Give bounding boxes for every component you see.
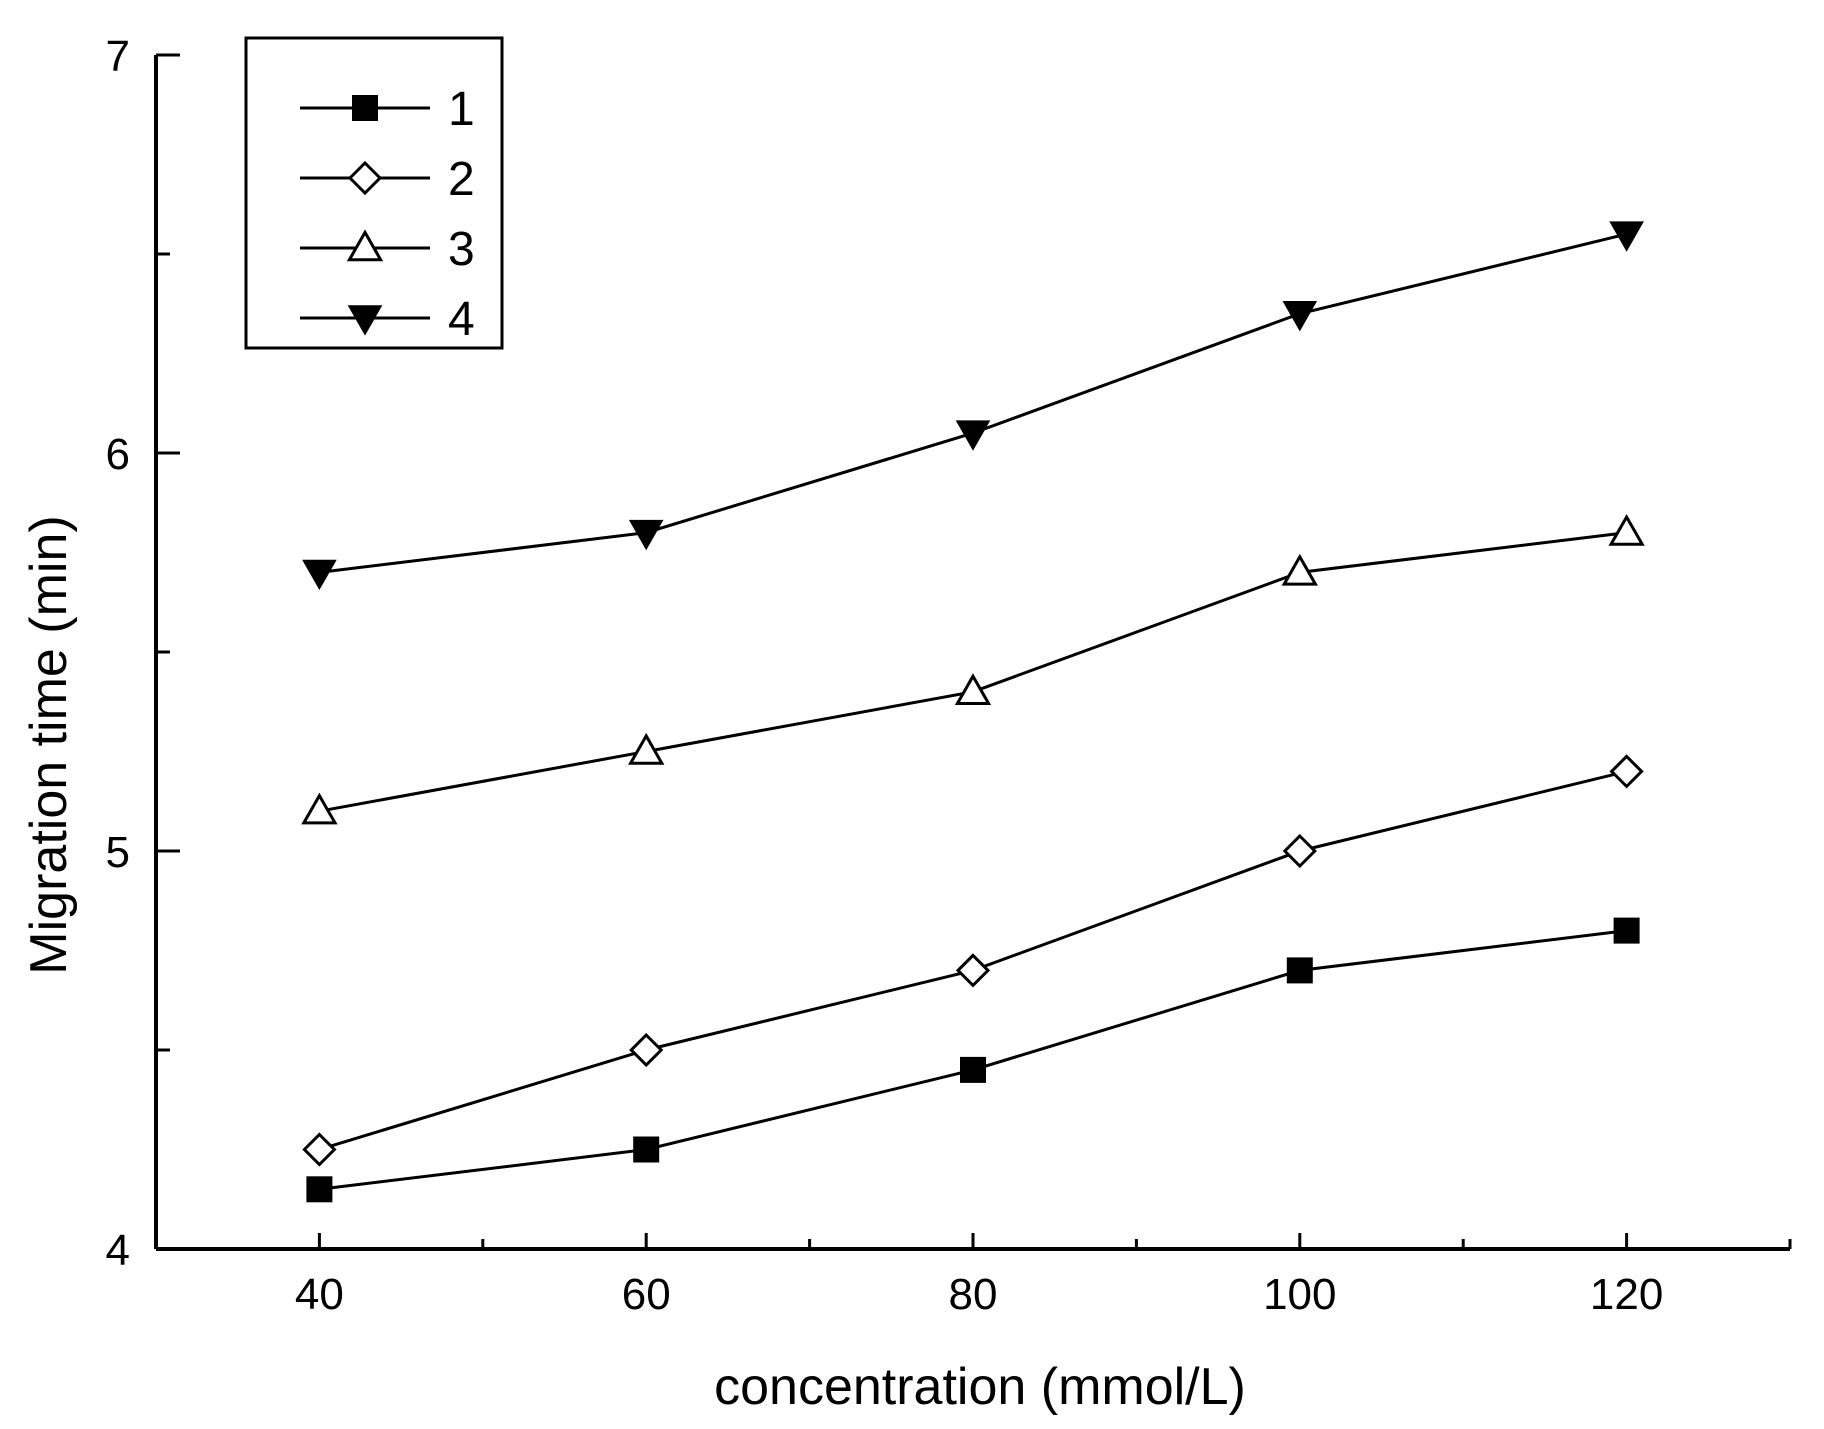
x-tick-label: 100 — [1263, 1270, 1336, 1319]
legend-label: 3 — [448, 223, 475, 276]
legend-label: 4 — [448, 293, 475, 346]
legend-label: 1 — [448, 83, 475, 136]
data-point — [1282, 833, 1317, 869]
data-point — [352, 95, 378, 121]
series-line — [319, 232, 1627, 574]
data-point — [347, 305, 383, 336]
legend-item-4: 4 — [300, 293, 475, 346]
legend-item-2: 2 — [300, 153, 475, 206]
data-point — [1286, 957, 1313, 984]
data-point — [1281, 553, 1318, 586]
data-point — [301, 792, 338, 825]
legend: 1 2 3 4 — [244, 36, 504, 350]
x-tick-label: 40 — [295, 1270, 344, 1319]
x-axis-title: concentration (mmol/L) — [714, 1358, 1246, 1416]
y-tick-label: 5 — [106, 828, 130, 877]
data-point — [302, 1132, 337, 1167]
data-point — [628, 519, 664, 551]
legend-label: 2 — [448, 153, 475, 206]
series-1 — [306, 917, 1640, 1203]
data-point — [1613, 917, 1640, 944]
data-point — [1282, 301, 1318, 332]
data-point — [306, 1176, 333, 1203]
y-tick-label: 4 — [106, 1226, 130, 1275]
y-tick-label: 6 — [106, 430, 130, 479]
data-point — [1609, 221, 1644, 252]
data-point — [1609, 754, 1644, 789]
x-tick-label: 80 — [949, 1270, 998, 1319]
series-layer — [301, 221, 1645, 1203]
data-point — [1608, 513, 1645, 546]
data-point — [347, 160, 383, 196]
legend-box — [244, 36, 504, 350]
data-point — [954, 673, 992, 705]
series-2 — [302, 754, 1644, 1167]
y-tick-label: 7 — [106, 32, 130, 81]
legend-item-3: 3 — [300, 223, 475, 276]
x-tick-label: 120 — [1590, 1270, 1663, 1319]
data-point — [346, 229, 384, 262]
data-point — [633, 1136, 660, 1163]
data-point — [955, 420, 991, 451]
series-3 — [301, 513, 1645, 825]
series-line — [319, 531, 1627, 813]
data-point — [628, 732, 665, 765]
data-point — [960, 1056, 986, 1083]
axes: 40 60 80 100 120 4 5 6 7 — [106, 32, 1792, 1319]
y-axis-title: Migration time (min) — [20, 515, 78, 974]
data-point — [629, 1032, 664, 1068]
data-point — [302, 559, 337, 591]
data-point — [955, 953, 991, 988]
series-4 — [302, 221, 1644, 591]
legend-item-1: 1 — [300, 83, 475, 136]
x-tick-label: 60 — [622, 1270, 671, 1319]
